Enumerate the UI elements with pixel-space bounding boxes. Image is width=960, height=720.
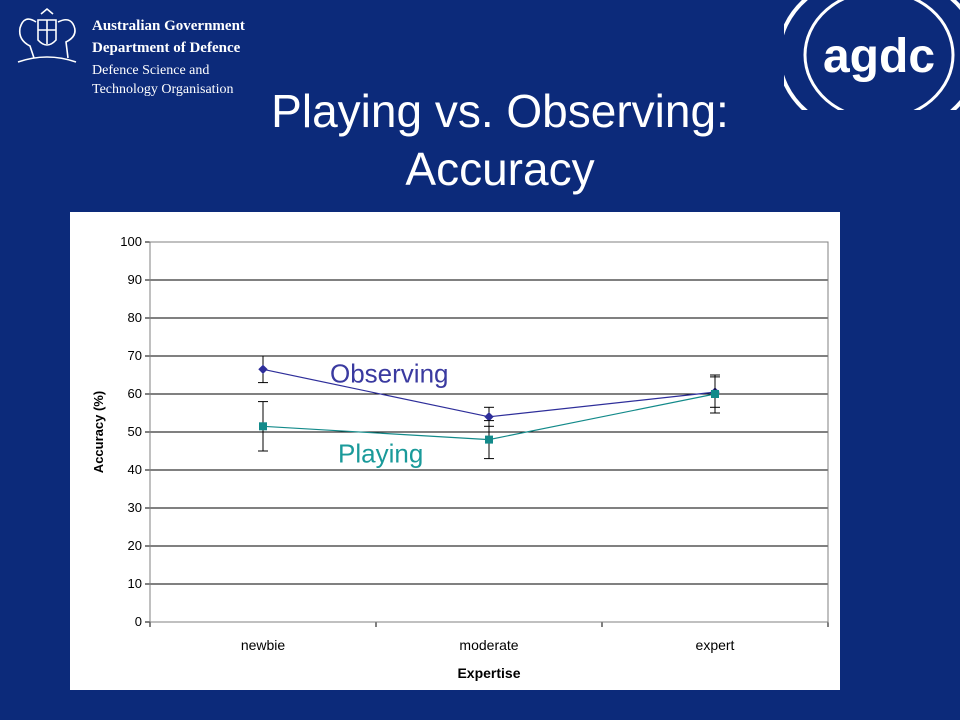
- y-tick-label-100: 100: [120, 234, 142, 249]
- logo-line-department: Department of Defence: [92, 40, 241, 56]
- point-playing-newbie: [259, 422, 267, 431]
- plot-frame: [149, 241, 829, 623]
- y-tick-label-70: 70: [128, 348, 142, 363]
- series-label-playing: Playing: [338, 438, 423, 468]
- series-observing: [258, 355, 720, 427]
- logo-line-government: Australian Government: [92, 18, 245, 34]
- point-observing-newbie: [258, 364, 268, 375]
- slide-title: Playing vs. Observing: Accuracy: [140, 82, 860, 198]
- y-tick-label-10: 10: [128, 576, 142, 591]
- x-tick-label-expert: expert: [696, 637, 735, 653]
- series-layer: [258, 355, 720, 460]
- grid-layer: [145, 241, 829, 627]
- y-tick-label-60: 60: [128, 386, 142, 401]
- y-tick-label-20: 20: [128, 538, 142, 553]
- point-playing-moderate: [485, 435, 493, 444]
- y-tick-label-90: 90: [128, 272, 142, 287]
- point-playing-expert: [711, 390, 719, 398]
- y-tick-label-30: 30: [128, 500, 142, 515]
- series-playing: [258, 374, 720, 460]
- logo-line-dsto-2: Technology Organisation: [92, 82, 234, 97]
- slide-title-line-1: Playing vs. Observing:: [271, 85, 729, 137]
- government-logo: Australian Government Department of Defe…: [8, 6, 248, 102]
- chart-panel: 0 10 20 30 40 50 60 70 80 90 100 newbie moderate exp…: [70, 212, 840, 690]
- x-axis-label: Expertise: [457, 665, 520, 681]
- y-axis-label: Accuracy (%): [91, 391, 106, 473]
- slide-title-line-2: Accuracy: [405, 143, 595, 195]
- accuracy-chart: 0 10 20 30 40 50 60 70 80 90 100 newbie moderate exp…: [91, 234, 829, 681]
- agdc-logo-text: agdc: [823, 30, 935, 83]
- y-tick-labels: 0 10 20 30 40 50 60 70 80 90 100: [120, 234, 142, 629]
- coat-of-arms-icon: [17, 7, 77, 63]
- logo-line-dsto-1: Defence Science and: [92, 63, 210, 78]
- agdc-logo: agdc: [784, 0, 960, 110]
- x-tick-labels: newbie moderate expert: [241, 637, 735, 653]
- point-observing-moderate: [484, 412, 494, 422]
- x-tick-label-newbie: newbie: [241, 637, 286, 653]
- y-tick-label-40: 40: [128, 462, 142, 477]
- x-tick-label-moderate: moderate: [459, 637, 518, 653]
- y-tick-label-80: 80: [128, 310, 142, 325]
- y-tick-label-50: 50: [128, 424, 142, 439]
- series-label-observing: Observing: [330, 359, 449, 389]
- y-tick-label-0: 0: [135, 614, 142, 629]
